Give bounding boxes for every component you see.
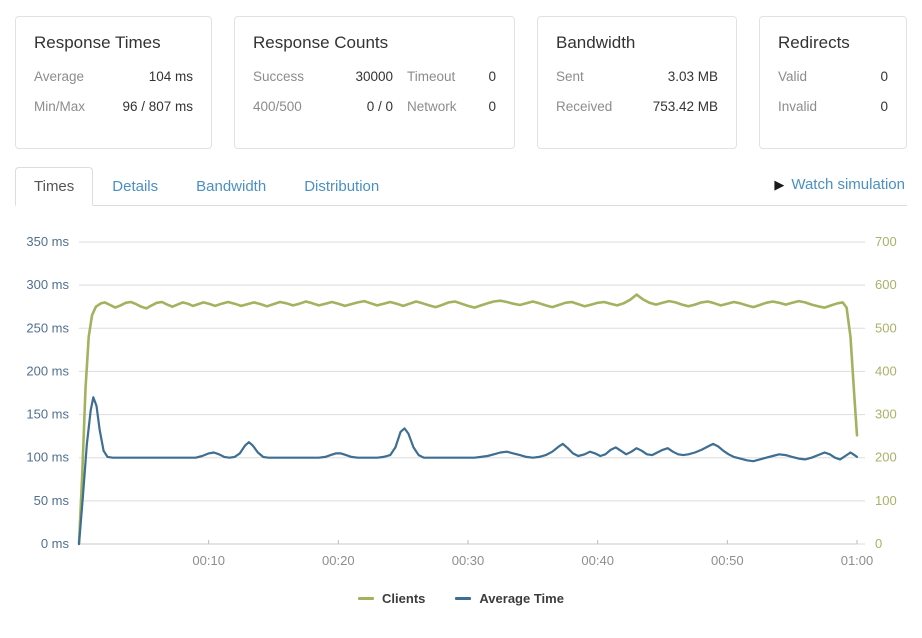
svg-text:00:10: 00:10 bbox=[192, 553, 225, 568]
tab-times[interactable]: Times bbox=[15, 167, 94, 206]
stat-row-success-timeout: Success 30000 Timeout 0 bbox=[253, 69, 496, 84]
stat-label: Timeout bbox=[407, 69, 456, 84]
response-counts-card: Response Counts Success 30000 Timeout 0 … bbox=[234, 16, 515, 149]
stat-row-average: Average 104 ms bbox=[34, 69, 193, 84]
redirects-card: Redirects Valid 0 Invalid 0 bbox=[759, 16, 907, 149]
stat-value: 30000 bbox=[355, 69, 393, 84]
stat-value: 0 / 0 bbox=[366, 99, 393, 114]
response-times-card: Response Times Average 104 ms Min/Max 96… bbox=[15, 16, 212, 149]
svg-text:100 ms: 100 ms bbox=[26, 450, 69, 465]
legend-item-clients: Clients bbox=[358, 591, 425, 606]
card-title: Bandwidth bbox=[556, 33, 636, 52]
card-title: Response Counts bbox=[253, 33, 389, 52]
stat-label: Invalid bbox=[778, 99, 818, 114]
tab-bandwidth[interactable]: Bandwidth bbox=[196, 178, 267, 195]
stat-row-invalid: Invalid 0 bbox=[778, 99, 888, 114]
svg-text:400: 400 bbox=[875, 363, 897, 378]
clients-series-swatch-icon bbox=[358, 597, 375, 600]
stat-value: 104 ms bbox=[148, 69, 193, 84]
legend-label: Average Time bbox=[479, 591, 564, 606]
load-test-results-page: Response Times Average 104 ms Min/Max 96… bbox=[15, 16, 907, 606]
stat-label: Average bbox=[34, 69, 85, 84]
stat-row-valid: Valid 0 bbox=[778, 69, 888, 84]
stat-value: 0 bbox=[488, 99, 496, 114]
chart-legend: Clients Average Time bbox=[15, 591, 907, 606]
stat-label: Valid bbox=[778, 69, 808, 84]
svg-text:250 ms: 250 ms bbox=[26, 320, 69, 335]
stat-label: Success bbox=[253, 69, 305, 84]
svg-text:0 ms: 0 ms bbox=[41, 536, 70, 551]
svg-text:300 ms: 300 ms bbox=[26, 277, 69, 292]
tab-details[interactable]: Details bbox=[112, 178, 159, 195]
svg-text:700: 700 bbox=[875, 234, 897, 249]
svg-text:00:40: 00:40 bbox=[581, 553, 614, 568]
legend-label: Clients bbox=[382, 591, 426, 606]
play-icon: ▶ bbox=[774, 176, 785, 192]
tab-distribution[interactable]: Distribution bbox=[304, 178, 380, 195]
svg-text:200 ms: 200 ms bbox=[26, 363, 69, 378]
svg-text:500: 500 bbox=[875, 320, 897, 335]
stat-row-received: Received 753.42 MB bbox=[556, 99, 718, 114]
card-title: Redirects bbox=[778, 33, 850, 52]
svg-text:00:50: 00:50 bbox=[711, 553, 744, 568]
stat-row-sent: Sent 3.03 MB bbox=[556, 69, 718, 84]
stat-value: 0 bbox=[880, 69, 888, 84]
stat-label: Received bbox=[556, 99, 613, 114]
stat-label: 400/500 bbox=[253, 99, 302, 114]
stat-value: 3.03 MB bbox=[667, 69, 718, 84]
svg-text:50 ms: 50 ms bbox=[34, 493, 70, 508]
svg-text:100: 100 bbox=[875, 493, 897, 508]
times-chart: 0 ms 0 50 ms 100 100 ms 200 150 ms 300 200 ms 400… bbox=[26, 234, 897, 568]
stat-value: 96 / 807 ms bbox=[122, 99, 193, 114]
stat-row-errors-network: 400/500 0 / 0 Network 0 bbox=[253, 99, 496, 114]
stat-label: Network bbox=[407, 99, 457, 114]
stat-label: Sent bbox=[556, 69, 584, 84]
svg-text:00:30: 00:30 bbox=[452, 553, 485, 568]
times-chart-container: 0 ms 0 50 ms 100 100 ms 200 150 ms 300 200 ms 400… bbox=[15, 226, 907, 587]
stat-value: 0 bbox=[880, 99, 888, 114]
svg-text:600: 600 bbox=[875, 277, 897, 292]
stat-row-minmax: Min/Max 96 / 807 ms bbox=[34, 99, 193, 114]
stat-value: 753.42 MB bbox=[652, 99, 718, 114]
svg-text:0: 0 bbox=[875, 536, 882, 551]
svg-text:00:20: 00:20 bbox=[322, 553, 355, 568]
watch-simulation-link[interactable]: ▶ Watch simulation bbox=[774, 176, 907, 205]
svg-text:350 ms: 350 ms bbox=[26, 234, 69, 249]
stat-value: 0 bbox=[488, 69, 496, 84]
legend-item-average-time: Average Time bbox=[455, 591, 564, 606]
bandwidth-card: Bandwidth Sent 3.03 MB Received 753.42 M… bbox=[537, 16, 737, 149]
svg-text:150 ms: 150 ms bbox=[26, 407, 69, 422]
stat-label: Min/Max bbox=[34, 99, 86, 114]
average-time-series-swatch-icon bbox=[455, 597, 472, 600]
svg-text:01:00: 01:00 bbox=[841, 553, 874, 568]
svg-text:300: 300 bbox=[875, 407, 897, 422]
watch-simulation-label: Watch simulation bbox=[791, 176, 905, 193]
card-title: Response Times bbox=[34, 33, 161, 52]
summary-cards: Response Times Average 104 ms Min/Max 96… bbox=[15, 16, 907, 149]
svg-text:200: 200 bbox=[875, 450, 897, 465]
chart-tabbar: Times Details Bandwidth Distribution ▶ W… bbox=[15, 167, 907, 206]
